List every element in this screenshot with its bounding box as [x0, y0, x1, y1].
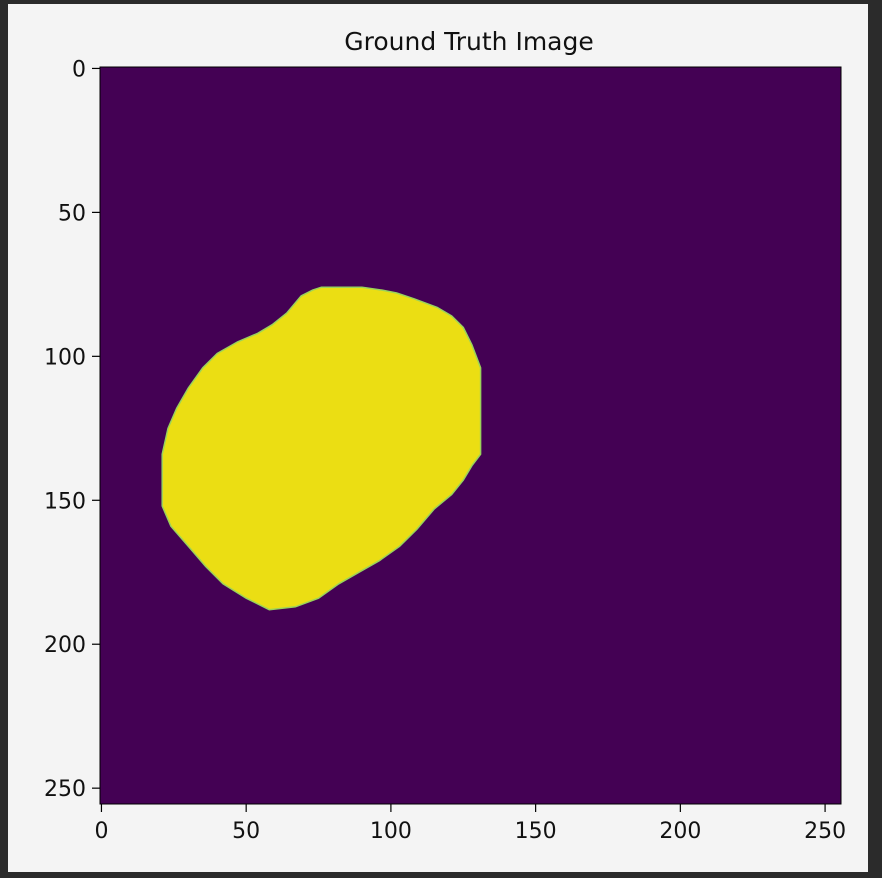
y-tick-label: 50 — [58, 201, 86, 226]
chart-title: Ground Truth Image — [344, 27, 594, 56]
axes-frame — [99, 66, 842, 805]
x-tick-label: 0 — [94, 819, 108, 844]
heatmap-chart: Ground Truth Image 0 50 100 150 200 250 0 50 10… — [44, 27, 846, 844]
x-axis: 0 50 100 150 200 250 — [94, 804, 846, 844]
figure-panel: Ground Truth Image 0 50 100 150 200 250 0 50 10… — [8, 4, 868, 872]
x-tick-label: 50 — [232, 819, 260, 844]
y-tick-label: 250 — [44, 777, 86, 802]
y-tick-label: 200 — [44, 633, 86, 658]
x-tick-label: 150 — [515, 819, 557, 844]
y-tick-label: 0 — [72, 57, 86, 82]
y-tick-label: 100 — [44, 345, 86, 370]
y-axis: 0 50 100 150 200 250 — [44, 57, 100, 802]
x-tick-label: 250 — [804, 819, 846, 844]
x-tick-label: 200 — [659, 819, 701, 844]
x-tick-label: 100 — [370, 819, 412, 844]
y-tick-label: 150 — [44, 489, 86, 514]
mask-region — [161, 286, 482, 611]
